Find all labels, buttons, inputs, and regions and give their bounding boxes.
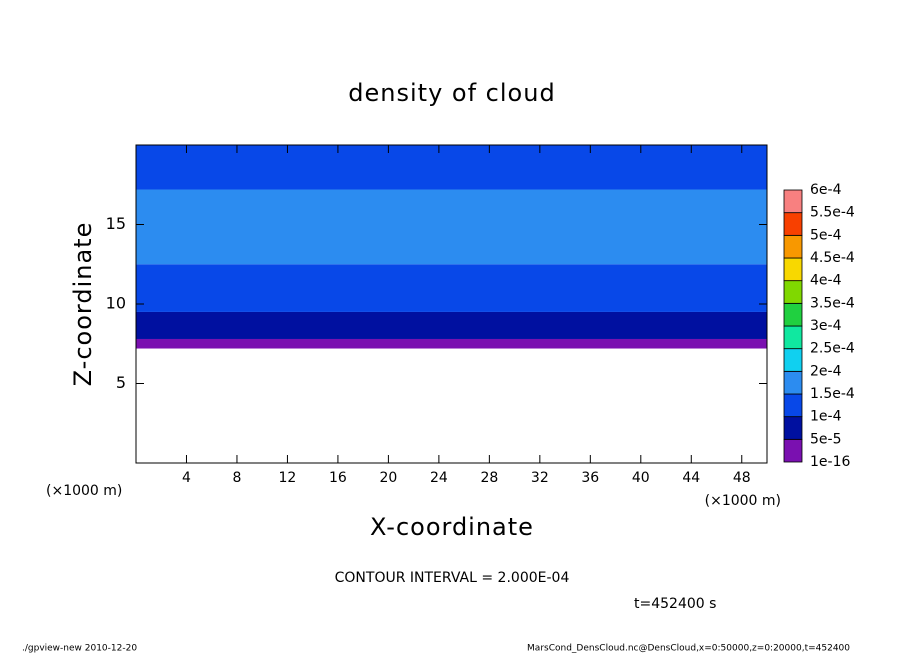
y-tick-label: 10 (106, 294, 126, 313)
x-tick-label: 12 (279, 470, 297, 486)
contour-band (136, 311, 767, 339)
colorbar-swatch (783, 257, 803, 282)
x-tick-label: 16 (329, 470, 347, 486)
colorbar-label: 5e-5 (810, 431, 841, 447)
footer-right: MarsCond_DensCloud.nc@DensCloud,x=0:5000… (527, 644, 850, 654)
x-tick-label: 4 (182, 470, 191, 486)
x-tick-label: 28 (480, 470, 498, 486)
colorbar-swatch (783, 348, 803, 372)
x-tick-label: 32 (531, 470, 549, 486)
contour-band (136, 189, 767, 265)
y-tick-label: 5 (116, 373, 126, 392)
x-unit: (×1000 m) (705, 493, 781, 509)
y-axis-label: Z-coordinate (69, 222, 97, 387)
contour-band (136, 264, 767, 312)
colorbar-swatch (783, 416, 803, 440)
colorbar-label: 3e-4 (810, 318, 842, 334)
x-tick-label: 40 (632, 470, 650, 486)
x-axis-label: X-coordinate (370, 513, 534, 541)
colorbar-swatch (783, 393, 803, 418)
colorbar-swatch (783, 438, 803, 463)
y-tick-label: 15 (106, 214, 126, 233)
colorbar-swatch (783, 212, 803, 236)
colorbar-swatch (783, 302, 803, 327)
colorbar-swatch (783, 370, 803, 395)
contour-band (136, 145, 767, 190)
x-tick-label: 36 (581, 470, 599, 486)
x-tick-label: 44 (682, 470, 700, 486)
footer-left: ./gpview-new 2010-12-20 (22, 644, 137, 654)
colorbar-label: 5e-4 (810, 227, 842, 243)
colorbar-label: 2e-4 (810, 363, 842, 379)
colorbar-label: 6e-4 (810, 182, 842, 198)
colorbar-swatch (783, 325, 803, 350)
colorbar-label: 1e-4 (810, 409, 842, 425)
time-label: t=452400 s (634, 596, 716, 612)
x-tick-label: 48 (733, 470, 751, 486)
colorbar-label: 1e-16 (810, 454, 850, 470)
contour-band (136, 338, 767, 349)
colorbar-swatch (783, 189, 803, 214)
colorbar-label: 4e-4 (810, 273, 842, 289)
chart-title: density of cloud (348, 79, 555, 107)
contour-interval: CONTOUR INTERVAL = 2.000E-04 (335, 570, 570, 586)
colorbar-label: 2.5e-4 (810, 341, 855, 357)
colorbar-label: 3.5e-4 (810, 295, 855, 311)
colorbar-swatch (783, 280, 803, 304)
x-tick-label: 24 (430, 470, 448, 486)
colorbar-swatch (783, 234, 803, 259)
y-unit: (×1000 m) (46, 483, 122, 499)
x-tick-label: 20 (379, 470, 397, 486)
colorbar-label: 4.5e-4 (810, 250, 855, 266)
colorbar-label: 1.5e-4 (810, 386, 855, 402)
x-tick-label: 8 (232, 470, 241, 486)
colorbar-label: 5.5e-4 (810, 205, 855, 221)
